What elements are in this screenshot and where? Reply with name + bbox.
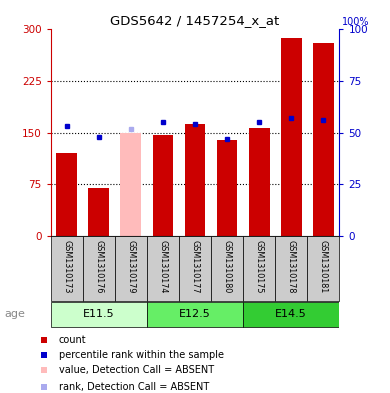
Text: rank, Detection Call = ABSENT: rank, Detection Call = ABSENT	[59, 382, 209, 391]
Text: GSM1310175: GSM1310175	[255, 240, 264, 294]
Text: E12.5: E12.5	[179, 309, 211, 319]
Bar	[147, 302, 243, 327]
Bar	[89, 187, 109, 236]
Bar	[281, 39, 301, 236]
Bar	[249, 128, 269, 236]
Text: E11.5: E11.5	[83, 309, 115, 319]
Text: E14.5: E14.5	[275, 309, 307, 319]
Bar	[217, 140, 238, 236]
Text: GSM1310177: GSM1310177	[190, 240, 200, 294]
Bar	[184, 124, 206, 236]
Text: GDS5642 / 1457254_x_at: GDS5642 / 1457254_x_at	[110, 14, 280, 27]
Bar	[179, 236, 211, 301]
Bar	[83, 236, 115, 301]
Bar	[115, 236, 147, 301]
Text: GSM1310174: GSM1310174	[158, 240, 167, 294]
Bar	[51, 302, 147, 327]
Bar	[147, 236, 179, 301]
Text: value, Detection Call = ABSENT: value, Detection Call = ABSENT	[59, 365, 214, 375]
Bar	[307, 236, 339, 301]
Bar	[275, 236, 307, 301]
Text: count: count	[59, 335, 87, 345]
Text: 100%: 100%	[342, 17, 370, 28]
Bar	[51, 236, 83, 301]
Text: GSM1310181: GSM1310181	[319, 240, 328, 294]
Bar	[243, 302, 339, 327]
Bar	[313, 43, 334, 236]
Text: GSM1310178: GSM1310178	[287, 240, 296, 294]
Text: GSM1310176: GSM1310176	[94, 240, 103, 294]
Text: age: age	[4, 309, 25, 320]
Text: GSM1310173: GSM1310173	[62, 240, 71, 294]
Bar	[56, 153, 77, 236]
Text: percentile rank within the sample: percentile rank within the sample	[59, 351, 224, 360]
Bar	[121, 132, 141, 236]
Text: GSM1310180: GSM1310180	[223, 240, 232, 294]
Bar	[243, 236, 275, 301]
Bar	[152, 135, 174, 236]
Bar	[211, 236, 243, 301]
Text: GSM1310179: GSM1310179	[126, 240, 135, 294]
